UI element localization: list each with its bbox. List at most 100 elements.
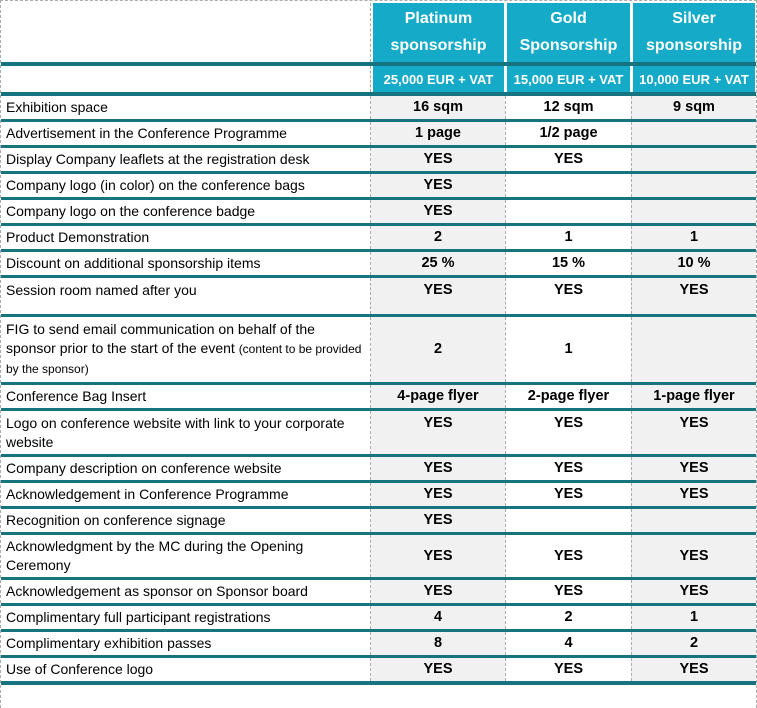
row-label: Complimentary full participant registrat… [6, 609, 271, 625]
row-label-cell: Acknowledgement as sponsor on Sponsor bo… [1, 580, 371, 603]
silver-value-cell: 1 [631, 606, 756, 629]
table-body: Exhibition space 16 sqm 12 sqm 9 sqm Adv… [1, 96, 756, 685]
table-row: Company description on conference websit… [1, 457, 756, 483]
silver-value-cell [631, 509, 756, 532]
platinum-value-cell: YES [371, 200, 505, 223]
table-row: Use of Conference logo YES YES YES [1, 658, 756, 685]
row-label: Recognition on conference signage [6, 512, 226, 528]
row-label: Company description on conference websit… [6, 460, 282, 476]
silver-value-cell: 1-page flyer [631, 385, 756, 408]
table-row: FIG to send email communication on behal… [1, 317, 756, 385]
row-label-cell: Acknowledgment by the MC during the Open… [1, 535, 371, 577]
row-label-cell: Company logo on the conference badge [1, 200, 371, 223]
gold-value-cell: YES [505, 658, 631, 681]
gold-value-cell: 1/2 page [505, 122, 631, 145]
price-corner-cell [1, 66, 371, 92]
row-label-cell: Exhibition space [1, 96, 371, 119]
gold-value-cell: YES [505, 148, 631, 171]
package-title-line2: Sponsorship [519, 37, 618, 54]
table-row: Product Demonstration 2 1 1 [1, 226, 756, 252]
silver-value-cell [631, 122, 756, 145]
row-label: FIG to send email communication on behal… [6, 321, 315, 356]
platinum-value-cell: 4 [371, 606, 505, 629]
gold-value-cell: YES [505, 535, 631, 577]
table-row: Session room named after you YES YES YES [1, 278, 756, 317]
row-label: Complimentary exhibition passes [6, 635, 212, 651]
gold-value-cell: 12 sqm [505, 96, 631, 119]
platinum-value-cell: 1 page [371, 122, 505, 145]
row-label: Company logo (in color) on the conferenc… [6, 177, 305, 193]
platinum-header-cell: Platinum sponsorship [373, 3, 504, 62]
table-row: Advertisement in the Conference Programm… [1, 122, 756, 148]
gold-value-cell: 2-page flyer [505, 385, 631, 408]
row-label-note: (content to be provided by the sponsor) [6, 342, 362, 376]
row-label: Discount on additional sponsorship items [6, 255, 261, 271]
row-label-cell: Session room named after you [1, 278, 371, 314]
gold-value-cell: 2 [505, 606, 631, 629]
row-label-cell: Logo on conference website with link to … [1, 411, 371, 454]
package-title-line1: Platinum [404, 9, 473, 27]
silver-value-cell: YES [631, 411, 756, 454]
platinum-value-cell: YES [371, 411, 505, 454]
row-label-cell: FIG to send email communication on behal… [1, 317, 371, 382]
row-label: Session room named after you [6, 282, 197, 298]
row-label-cell: Conference Bag Insert [1, 385, 371, 408]
row-label: Exhibition space [6, 99, 108, 115]
row-label: Display Company leaflets at the registra… [6, 151, 310, 167]
silver-value-cell: 1 [631, 226, 756, 249]
platinum-value-cell: 25 % [371, 252, 505, 275]
gold-price-cell: 15,000 EUR + VAT [507, 66, 630, 92]
table-row: Acknowledgment by the MC during the Open… [1, 535, 756, 580]
row-label: Acknowledgment by the MC during the Open… [6, 538, 304, 573]
silver-value-cell: 9 sqm [631, 96, 756, 119]
row-label: Product Demonstration [6, 229, 150, 245]
table-row: Discount on additional sponsorship items… [1, 252, 756, 278]
table-row: Complimentary exhibition passes 8 4 2 [1, 632, 756, 658]
gold-value-cell [505, 509, 631, 532]
table-row: Complimentary full participant registrat… [1, 606, 756, 632]
row-label: Acknowledgement in Conference Programme [6, 486, 289, 502]
silver-value-cell [631, 174, 756, 197]
header-corner-cell [1, 3, 371, 62]
row-label-cell: Advertisement in the Conference Programm… [1, 122, 371, 145]
gold-value-cell [505, 200, 631, 223]
gold-value-cell: 1 [505, 226, 631, 249]
platinum-value-cell: YES [371, 278, 505, 314]
platinum-value-cell: 2 [371, 317, 505, 382]
gold-header-cell: Gold Sponsorship [507, 3, 630, 62]
silver-value-cell: YES [631, 535, 756, 577]
package-title-line2: sponsorship [645, 37, 742, 54]
platinum-price-cell: 25,000 EUR + VAT [373, 66, 504, 92]
row-label-cell: Company logo (in color) on the conferenc… [1, 174, 371, 197]
table-row: Logo on conference website with link to … [1, 411, 756, 457]
table-row: Display Company leaflets at the registra… [1, 148, 756, 174]
platinum-value-cell: 8 [371, 632, 505, 655]
row-label-cell: Company description on conference websit… [1, 457, 371, 480]
silver-value-cell: YES [631, 580, 756, 603]
gold-value-cell: 4 [505, 632, 631, 655]
table-row: Conference Bag Insert 4-page flyer 2-pag… [1, 385, 756, 411]
platinum-value-cell: YES [371, 658, 505, 681]
gold-value-cell: 1 [505, 317, 631, 382]
platinum-value-cell: YES [371, 457, 505, 480]
table-row: Company logo (in color) on the conferenc… [1, 174, 756, 200]
platinum-value-cell: 2 [371, 226, 505, 249]
platinum-value-cell: YES [371, 535, 505, 577]
silver-value-cell: YES [631, 457, 756, 480]
silver-value-cell [631, 200, 756, 223]
row-label-cell: Complimentary full participant registrat… [1, 606, 371, 629]
row-label-cell: Product Demonstration [1, 226, 371, 249]
silver-value-cell: YES [631, 658, 756, 681]
gold-value-cell: YES [505, 278, 631, 314]
silver-value-cell [631, 148, 756, 171]
table-row: Recognition on conference signage YES [1, 509, 756, 535]
price-row: 25,000 EUR + VAT 15,000 EUR + VAT 10,000 E… [1, 66, 756, 96]
row-label: Conference Bag Insert [6, 388, 147, 404]
row-label-cell: Display Company leaflets at the registra… [1, 148, 371, 171]
row-label: Use of Conference logo [6, 661, 154, 677]
table-row: Acknowledgement as sponsor on Sponsor bo… [1, 580, 756, 606]
gold-value-cell: YES [505, 457, 631, 480]
package-title-line2: sponsorship [390, 37, 487, 54]
gold-value-cell [505, 174, 631, 197]
